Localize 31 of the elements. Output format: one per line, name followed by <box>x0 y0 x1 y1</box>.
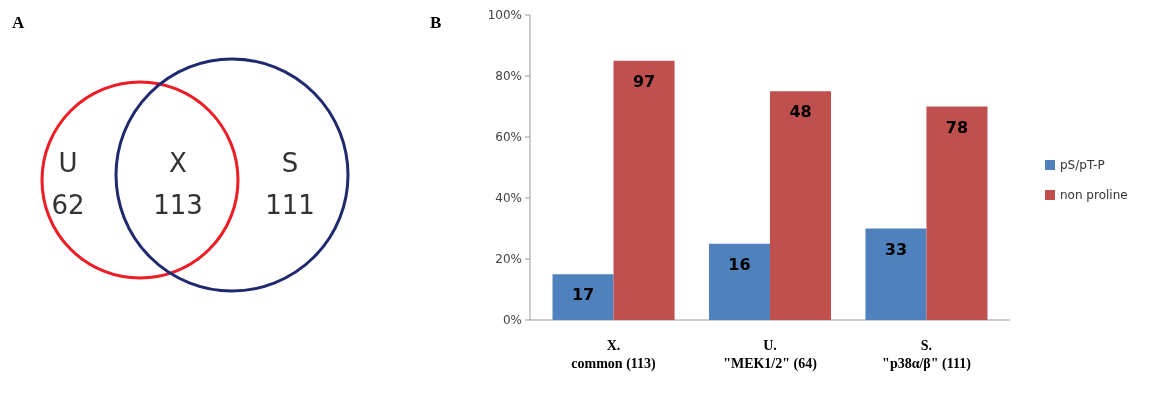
text: A <box>12 13 25 32</box>
annotation: 48 <box>789 102 812 122</box>
legend-label: non proline <box>1060 188 1128 202</box>
data-label: 62 <box>51 190 85 220</box>
y-tick-label: 80% <box>495 69 522 83</box>
bar <box>613 60 675 320</box>
x-tick-label: S. "p38α/β" (111) <box>882 338 972 372</box>
legend-label: pS/pT-P <box>1060 158 1105 172</box>
category-label: X <box>169 148 187 178</box>
y-tick-label: 100% <box>487 8 522 22</box>
bar <box>708 243 770 320</box>
category-label: U <box>58 148 78 178</box>
bar <box>552 274 614 320</box>
chart-title: B <box>430 13 442 32</box>
y-tick-label: 40% <box>495 191 522 205</box>
data-label: 113 <box>153 190 203 220</box>
y-tick-label: 0% <box>502 313 522 327</box>
annotation: 16 <box>728 254 751 274</box>
annotation: 17 <box>571 285 595 305</box>
data-label: 111 <box>265 190 315 220</box>
y-tick-label: 20% <box>495 252 522 266</box>
x-tick-label: X. common (113) <box>571 338 657 372</box>
bar <box>770 91 832 320</box>
category-label: S <box>281 148 299 178</box>
x-tick-label: U. "MEK1/2" (64) <box>723 338 818 372</box>
annotation: 78 <box>945 117 969 137</box>
annotation: 97 <box>632 71 656 91</box>
bar <box>865 228 927 320</box>
bar <box>926 106 988 320</box>
annotation: 33 <box>884 239 908 259</box>
y-tick-label: 60% <box>495 130 522 144</box>
